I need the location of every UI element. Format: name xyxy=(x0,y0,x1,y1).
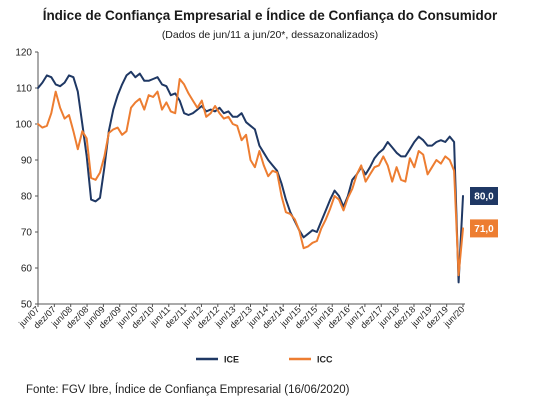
chart-title: Índice de Confiança Empresarial e Índice… xyxy=(42,8,498,23)
end-label-box-ice xyxy=(470,187,498,205)
y-tick-label: 60 xyxy=(21,264,33,275)
end-label-box-icc xyxy=(470,219,498,238)
end-label-icc: 71,0 xyxy=(474,224,494,235)
series-line-ice xyxy=(37,70,464,284)
y-tick-label: 90 xyxy=(21,156,33,167)
legend-label-icc: ICC xyxy=(317,355,333,365)
end-label-ice: 80,0 xyxy=(474,192,494,203)
y-tick-label: 50 xyxy=(21,300,33,311)
y-tick-label: 110 xyxy=(16,84,32,95)
chart-subtitle: (Dados de jun/11 a jun/20*, dessazonaliz… xyxy=(161,29,379,41)
series-line-icc xyxy=(37,78,464,277)
y-tick-label: 70 xyxy=(21,228,33,239)
y-tick-label: 100 xyxy=(15,120,32,131)
legend-label-ice: ICE xyxy=(224,355,239,365)
y-tick-label: 120 xyxy=(15,48,32,59)
source-note: Fonte: FGV Ibre, Índice de Confiança Emp… xyxy=(26,384,350,396)
y-tick-label: 80 xyxy=(21,192,33,203)
